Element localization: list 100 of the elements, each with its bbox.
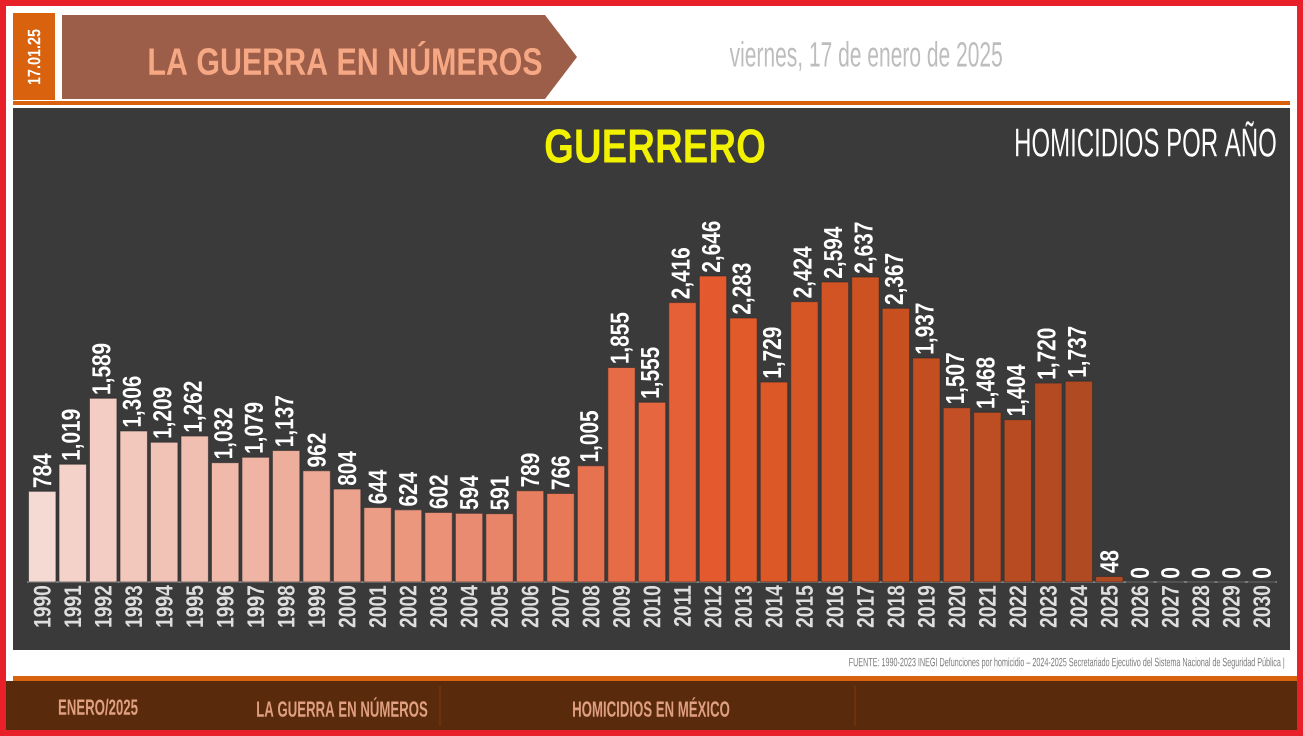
x-tick-label: 2001 — [369, 585, 387, 628]
x-tick-label: 2014 — [765, 585, 783, 628]
data-label: 594 — [459, 475, 479, 510]
data-label: 1,079 — [244, 402, 267, 453]
x-tick-label: 2015 — [795, 585, 813, 628]
x-tick-label: 1995 — [186, 585, 204, 627]
data-label: 0 — [1191, 568, 1210, 578]
data-label: 789 — [520, 453, 540, 487]
bar — [729, 317, 758, 583]
data-label: 48 — [1100, 550, 1119, 573]
x-tick-label: 2021 — [978, 585, 996, 628]
x-tick-label: 2017 — [856, 586, 874, 628]
x-tick-label: 1998 — [277, 585, 295, 627]
text: 17.01.25 — [27, 29, 41, 85]
x-tick-label: 2029 — [1222, 585, 1240, 628]
x-tick-label: 2030 — [1253, 586, 1271, 628]
data-label: 644 — [368, 469, 387, 504]
data-label: 1,589 — [92, 343, 115, 394]
x-tick-label: 2007 — [552, 586, 570, 628]
data-label: 1,032 — [214, 408, 237, 459]
x-tick-label: 2019 — [917, 585, 935, 628]
data-label: 1,019 — [61, 409, 84, 460]
text: ENERO/2025 — [58, 698, 138, 716]
chart-title: GUERRERO — [545, 129, 765, 163]
data-label: 0 — [1161, 568, 1180, 578]
data-label: 2,367 — [884, 253, 907, 305]
data-label: 1,468 — [976, 357, 999, 408]
x-tick-label: 2002 — [399, 586, 417, 628]
x-tick-label: 2022 — [1009, 586, 1027, 628]
text: HOMICIDIOS EN MÉXICO — [573, 697, 730, 717]
source-note: FUENTE: 1990-2023 INEGI Defunciones por homicidio – 2024-2025 Secretariado Ejecutivo del Sistema Nacional de Seguridad Pública | — [849, 657, 1285, 669]
data-label: 2,646 — [701, 221, 725, 272]
bar — [851, 276, 880, 583]
x-tick-label: 2000 — [338, 586, 356, 628]
x-tick-label: 1991 — [64, 585, 82, 627]
x-tick-label: 1997 — [247, 586, 265, 627]
data-label: 1,729 — [762, 327, 786, 378]
x-tick-label: 2024 — [1070, 585, 1088, 628]
bar — [333, 488, 362, 583]
x-tick-label: 2013 — [734, 585, 752, 628]
data-label: 0 — [1222, 568, 1241, 578]
data-label: 1,720 — [1037, 328, 1060, 379]
bar — [607, 367, 636, 583]
data-label: 2,416 — [671, 248, 694, 299]
bar — [790, 301, 819, 583]
x-tick-label: 2004 — [460, 585, 478, 628]
data-label: 0 — [1130, 568, 1150, 578]
x-tick-label: 2011 — [673, 585, 691, 627]
x-tick-label: 2028 — [1192, 585, 1210, 628]
text: LA GUERRA EN NÚMEROS — [257, 697, 428, 717]
data-label: 1,005 — [579, 411, 603, 462]
bar — [881, 307, 910, 583]
bar — [577, 465, 606, 583]
bar — [637, 401, 667, 583]
bar — [485, 513, 514, 583]
bar — [363, 507, 392, 583]
data-label: 1,555 — [641, 347, 663, 398]
data-label: 962 — [307, 433, 326, 467]
x-tick-label: 2018 — [887, 585, 905, 628]
data-label: 2,283 — [732, 263, 755, 314]
data-label: 784 — [33, 453, 52, 488]
x-tick-label: 2005 — [491, 585, 509, 628]
data-label: 804 — [337, 451, 357, 486]
data-label: 1,937 — [915, 303, 938, 354]
data-label: 624 — [398, 471, 418, 506]
bar — [698, 275, 727, 583]
x-tick-label: 2006 — [521, 585, 539, 628]
data-label: 2,637 — [854, 222, 877, 274]
x-tick-label: 2008 — [582, 585, 600, 628]
x-tick-label: 1992 — [94, 586, 112, 627]
bar — [668, 302, 697, 583]
x-tick-label: 1990 — [33, 586, 51, 627]
x-tick-label: 2025 — [1100, 585, 1118, 628]
x-tick-label: 1993 — [125, 585, 143, 627]
bar — [516, 490, 545, 583]
x-tick-label: 2016 — [826, 585, 844, 628]
bar — [546, 493, 575, 583]
bar — [820, 281, 849, 583]
data-label: 0 — [1252, 568, 1271, 578]
x-tick-label: 2023 — [1039, 585, 1057, 628]
data-label: 2,424 — [793, 246, 816, 298]
text: viernes, 17 de enero de 2025 — [729, 41, 1002, 71]
chart-subtitle: HOMICIDIOS POR AÑO — [1016, 121, 1276, 157]
bar — [424, 512, 453, 583]
bar — [942, 407, 971, 583]
x-tick-label: 1996 — [216, 585, 234, 627]
data-label: 602 — [429, 475, 448, 509]
x-tick-label: 2020 — [948, 586, 966, 628]
data-label: 1,137 — [275, 396, 298, 446]
bar — [759, 381, 788, 583]
x-tick-label: 2027 — [1161, 586, 1179, 628]
x-tick-label: 2009 — [613, 585, 631, 628]
data-label: 591 — [490, 476, 509, 510]
data-label: 1,404 — [1006, 364, 1029, 416]
bar — [455, 513, 484, 583]
x-tick-label: 1994 — [155, 585, 173, 627]
x-tick-label: 2012 — [704, 586, 722, 628]
data-label: 1,262 — [183, 381, 206, 432]
bar — [912, 357, 941, 583]
bar — [1095, 576, 1124, 583]
